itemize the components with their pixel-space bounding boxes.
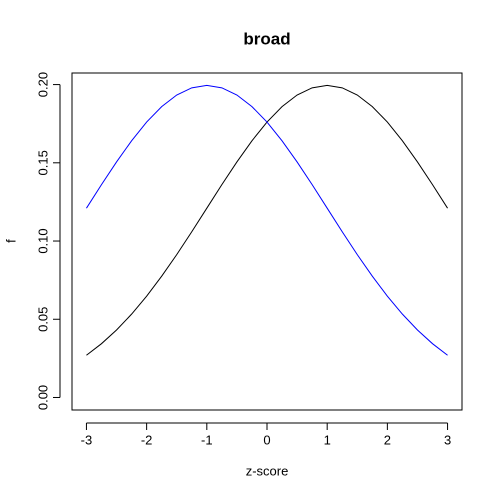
y-tick-label: 0.10	[35, 228, 50, 253]
plot-frame	[71, 72, 463, 411]
x-tick-label: 2	[384, 432, 391, 447]
line-series	[86, 84, 448, 356]
x-tick-label: 3	[444, 432, 451, 447]
y-axis-label: f	[3, 239, 18, 243]
chart-title: broad	[243, 29, 290, 48]
y-tick-label: 0.00	[35, 385, 50, 410]
y-tick-label: 0.05	[35, 307, 50, 332]
x-tick-label: -3	[81, 432, 93, 447]
x-tick-label: 0	[263, 432, 270, 447]
line-series	[86, 84, 448, 356]
y-tick-label: 0.15	[35, 150, 50, 175]
x-tick-label: -2	[141, 432, 153, 447]
x-tick-label: 1	[324, 432, 331, 447]
x-axis-label: z-score	[246, 463, 289, 478]
x-tick-label: -1	[201, 432, 213, 447]
y-tick-label: 0.20	[35, 72, 50, 97]
